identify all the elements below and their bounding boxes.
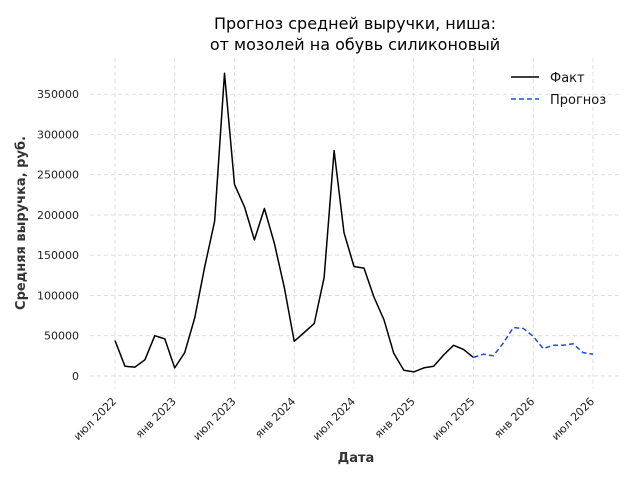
y-tick-label: 0 (72, 370, 79, 383)
legend-label-1: Факт (550, 71, 585, 86)
y-tick-label: 300000 (37, 128, 79, 141)
x-tick-label: июл 2022 (71, 395, 119, 443)
legend: Факт Прогноз (511, 71, 606, 108)
x-tick-label: июл 2026 (549, 395, 597, 443)
y-tick-label: 200000 (37, 209, 79, 222)
x-tick-label: янв 2023 (133, 395, 179, 441)
x-tick-label: янв 2025 (372, 395, 418, 441)
y-tick-label: 100000 (37, 289, 79, 302)
tick-labels: 0 50000 100000 150000 200000 250000 300000 3500… (37, 88, 597, 443)
x-tick-label: янв 2026 (492, 395, 538, 441)
y-axis-label: Средняя выручка, руб. (14, 136, 29, 310)
chart-title-line-2: от мозолей на обувь силиконовый (210, 35, 500, 54)
y-tick-label: 150000 (37, 249, 79, 262)
series-line-2 (473, 326, 594, 359)
x-tick-label: июл 2024 (310, 395, 358, 443)
x-tick-label: июл 2023 (191, 395, 239, 443)
y-tick-label: 350000 (37, 88, 79, 101)
legend-label-2: Прогноз (550, 93, 606, 108)
y-tick-label: 50000 (44, 330, 79, 343)
series-line-1 (114, 72, 474, 373)
x-axis-label: Дата (338, 451, 375, 466)
y-tick-label: 250000 (37, 169, 79, 182)
grid (90, 58, 620, 388)
series-lines (114, 72, 594, 373)
x-tick-label: янв 2024 (253, 395, 299, 441)
x-tick-label: июл 2025 (430, 395, 478, 443)
chart-title-line-1: Прогноз средней выручки, ниша: (214, 14, 496, 33)
